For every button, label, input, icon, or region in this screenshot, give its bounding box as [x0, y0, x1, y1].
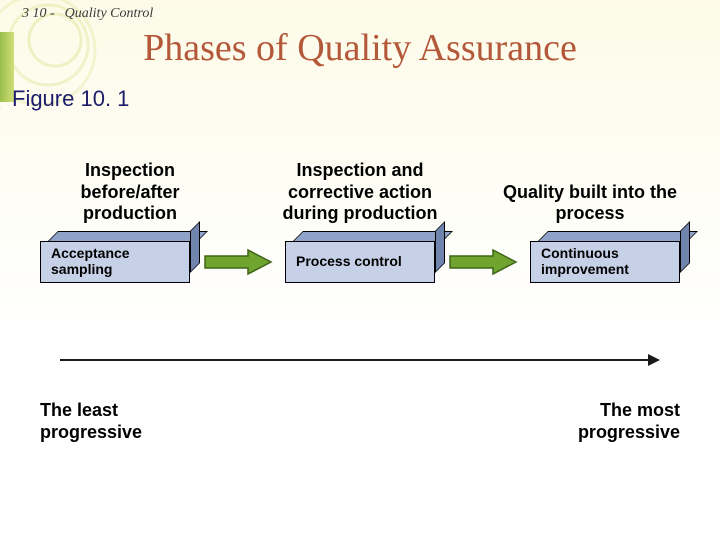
box-side — [190, 221, 200, 273]
box-label: Process control — [296, 254, 402, 269]
header: 3 10 - Quality Control — [22, 6, 153, 22]
box-side — [435, 221, 445, 273]
box-label: Continuous improvement — [541, 246, 679, 277]
chapter-label: Quality Control — [65, 6, 154, 22]
slide-number: 3 10 - — [22, 6, 55, 22]
desc-col-1: Inspection before/after production — [40, 160, 220, 225]
arrow-1 — [203, 248, 273, 276]
desc-col-3: Quality built into the process — [500, 182, 680, 225]
box-acceptance-sampling: Acceptance sampling — [40, 241, 190, 283]
desc-col-2: Inspection and corrective action during … — [270, 160, 450, 225]
box-process-control: Process control — [285, 241, 435, 283]
description-row: Inspection before/after production Inspe… — [40, 160, 680, 225]
arrow-2 — [448, 248, 518, 276]
most-progressive: The most progressive — [500, 400, 680, 443]
diagram: Inspection before/after production Inspe… — [40, 160, 680, 283]
least-progressive: The least progressive — [40, 400, 220, 443]
progressive-row: The least progressive The most progressi… — [40, 400, 680, 443]
box-front: Process control — [285, 241, 435, 283]
figure-label: Figure 10. 1 — [12, 86, 129, 112]
box-continuous-improvement: Continuous improvement — [530, 241, 680, 283]
page-title: Phases of Quality Assurance — [0, 26, 720, 70]
timeline-arrow — [60, 350, 660, 370]
box-front: Continuous improvement — [530, 241, 680, 283]
box-row: Acceptance sampling Process control Co — [40, 241, 680, 283]
box-front: Acceptance sampling — [40, 241, 190, 283]
box-label: Acceptance sampling — [51, 246, 189, 277]
